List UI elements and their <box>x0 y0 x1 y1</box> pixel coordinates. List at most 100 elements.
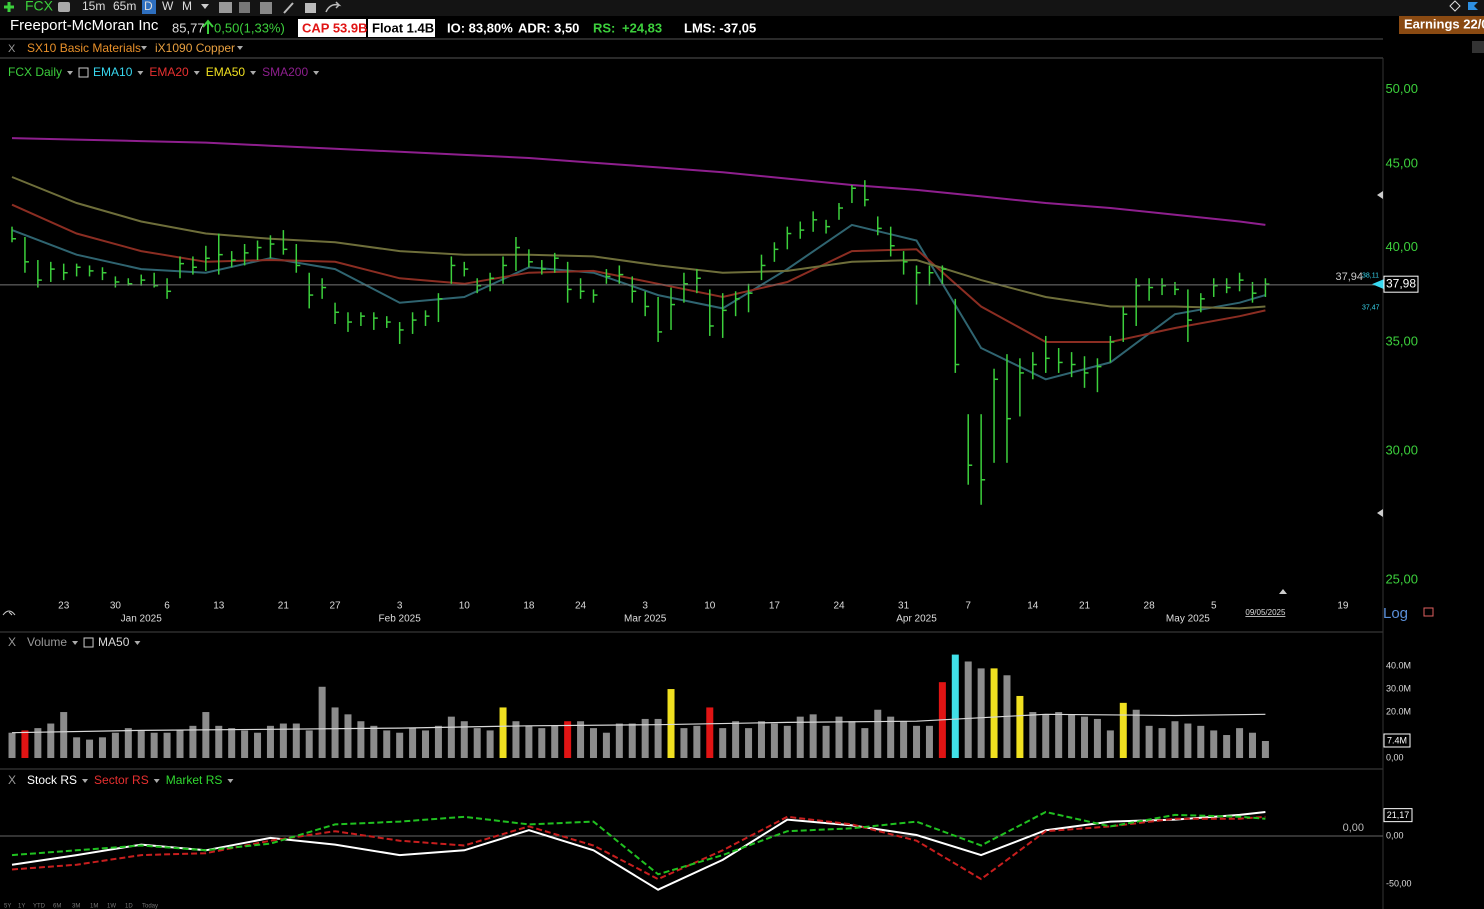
legend-entry[interactable]: Market RS <box>166 773 223 787</box>
earnings-date: Earnings 22/0 <box>1404 16 1484 31</box>
close-button[interactable]: X <box>8 773 16 787</box>
volume-bar <box>848 721 856 758</box>
volume-bar <box>809 714 817 758</box>
y-tick-label: 25,00 <box>1385 571 1418 586</box>
dropdown[interactable] <box>67 71 74 75</box>
tool-icon[interactable] <box>239 2 250 13</box>
tool-icon[interactable] <box>260 2 272 14</box>
volume-bar <box>1210 730 1218 758</box>
volume-bar <box>577 721 585 758</box>
volume-bar <box>654 718 662 758</box>
close-button[interactable]: X <box>8 635 16 649</box>
volume-bar <box>628 723 636 758</box>
moving-average-line <box>11 223 1266 381</box>
draw-icon[interactable] <box>283 2 294 14</box>
range-button[interactable]: 1D <box>125 904 133 909</box>
timeframe[interactable]: W <box>162 0 174 13</box>
flag-icon[interactable] <box>1468 2 1478 14</box>
volume-bar <box>279 723 287 758</box>
volume-bar <box>292 723 300 758</box>
chart-type-icon[interactable] <box>58 2 70 12</box>
volume-bar <box>1132 709 1140 758</box>
legend-entry[interactable]: Sector RS <box>94 773 149 787</box>
reset-icon[interactable] <box>2 610 16 616</box>
log-scale-toggle[interactable]: Log <box>1383 605 1408 622</box>
volume-bar <box>732 721 740 758</box>
dropdown[interactable] <box>313 71 320 75</box>
x-tick-label: 19 <box>1337 601 1349 612</box>
legend-entry[interactable]: EMA10 <box>93 65 133 79</box>
volume-bar <box>318 686 326 758</box>
legend-title[interactable]: FCX Daily <box>8 65 62 79</box>
tool-icon[interactable] <box>219 2 232 13</box>
legend-entry[interactable]: Stock RS <box>27 773 77 787</box>
lock-icon[interactable] <box>1423 607 1434 617</box>
range-button[interactable]: 1M <box>90 904 98 909</box>
legend-entry[interactable]: MA50 <box>98 635 130 649</box>
range-button[interactable]: 1Y <box>18 904 25 909</box>
indicator-icon[interactable] <box>78 67 89 78</box>
volume-bar <box>770 723 778 758</box>
dropdown[interactable] <box>82 779 89 783</box>
legend-entry[interactable]: SMA200 <box>262 65 308 79</box>
month-label: May 2025 <box>1166 614 1210 625</box>
dropdown[interactable] <box>153 779 160 783</box>
add-icon[interactable] <box>4 2 14 12</box>
legend-entry[interactable]: EMA50 <box>206 65 246 79</box>
earnings-box <box>1399 16 1484 34</box>
volume-bar <box>551 725 559 758</box>
volume-bar <box>861 728 869 758</box>
star-icon[interactable] <box>1449 0 1461 12</box>
dropdown[interactable] <box>193 71 200 75</box>
range-button[interactable]: 5Y <box>4 904 11 909</box>
timeframe[interactable]: 15m <box>82 0 105 13</box>
market-cap: CAP 53.9B <box>302 20 368 35</box>
timeframe[interactable]: M <box>182 0 192 13</box>
panel-button[interactable] <box>1472 41 1484 53</box>
dropdown[interactable] <box>137 71 144 75</box>
moving-average-line <box>11 176 1266 310</box>
dropdown[interactable] <box>134 641 141 645</box>
industry[interactable]: iX1090 Copper <box>155 41 235 55</box>
dropdown[interactable] <box>237 46 243 50</box>
toolbar-bg <box>0 0 1484 16</box>
symbol[interactable]: FCX <box>25 0 54 14</box>
volume-bar <box>589 728 597 758</box>
volume-bar <box>434 725 442 758</box>
volume-bar <box>241 730 249 758</box>
rs-label: RS: <box>593 20 615 35</box>
x-tick-label: 3 <box>642 601 648 612</box>
y-tick-label: 50,00 <box>1385 81 1418 96</box>
sector[interactable]: SX10 Basic Materials <box>27 41 141 55</box>
range-button[interactable]: 1W <box>107 904 116 909</box>
dropdown[interactable] <box>250 71 257 75</box>
volume-bar <box>370 725 378 758</box>
dropdown[interactable] <box>141 46 147 50</box>
volume-bar <box>176 730 184 758</box>
volume-bar <box>1184 723 1192 758</box>
timeframe[interactable]: D <box>144 0 153 13</box>
x-tick-label: 17 <box>769 601 781 612</box>
legend-title[interactable]: Volume <box>27 635 67 649</box>
tool-icon[interactable] <box>305 3 316 13</box>
share-icon[interactable] <box>325 1 342 13</box>
indicator-icon[interactable] <box>83 637 94 648</box>
range-button[interactable]: 3M <box>72 904 80 909</box>
legend-entry[interactable]: EMA20 <box>149 65 189 79</box>
dropdown[interactable] <box>227 779 234 783</box>
y-tick-label: -50,00 <box>1386 878 1412 888</box>
dropdown[interactable] <box>201 4 209 9</box>
dropdown[interactable] <box>72 641 79 645</box>
volume-bar <box>706 707 714 758</box>
range-button[interactable]: YTD <box>33 904 46 909</box>
range-button[interactable]: 6M <box>53 904 61 909</box>
close-button[interactable]: X <box>8 43 16 55</box>
volume-bar <box>8 732 16 758</box>
timeframe[interactable]: 65m <box>113 0 136 13</box>
y-tick-label: 0,00 <box>1386 830 1404 840</box>
volume-bar <box>1197 725 1205 758</box>
y-tick-label: 45,00 <box>1385 156 1418 171</box>
range-button[interactable]: Today <box>142 904 158 909</box>
x-tick-label: 27 <box>329 601 341 612</box>
volume-bar <box>512 721 520 758</box>
